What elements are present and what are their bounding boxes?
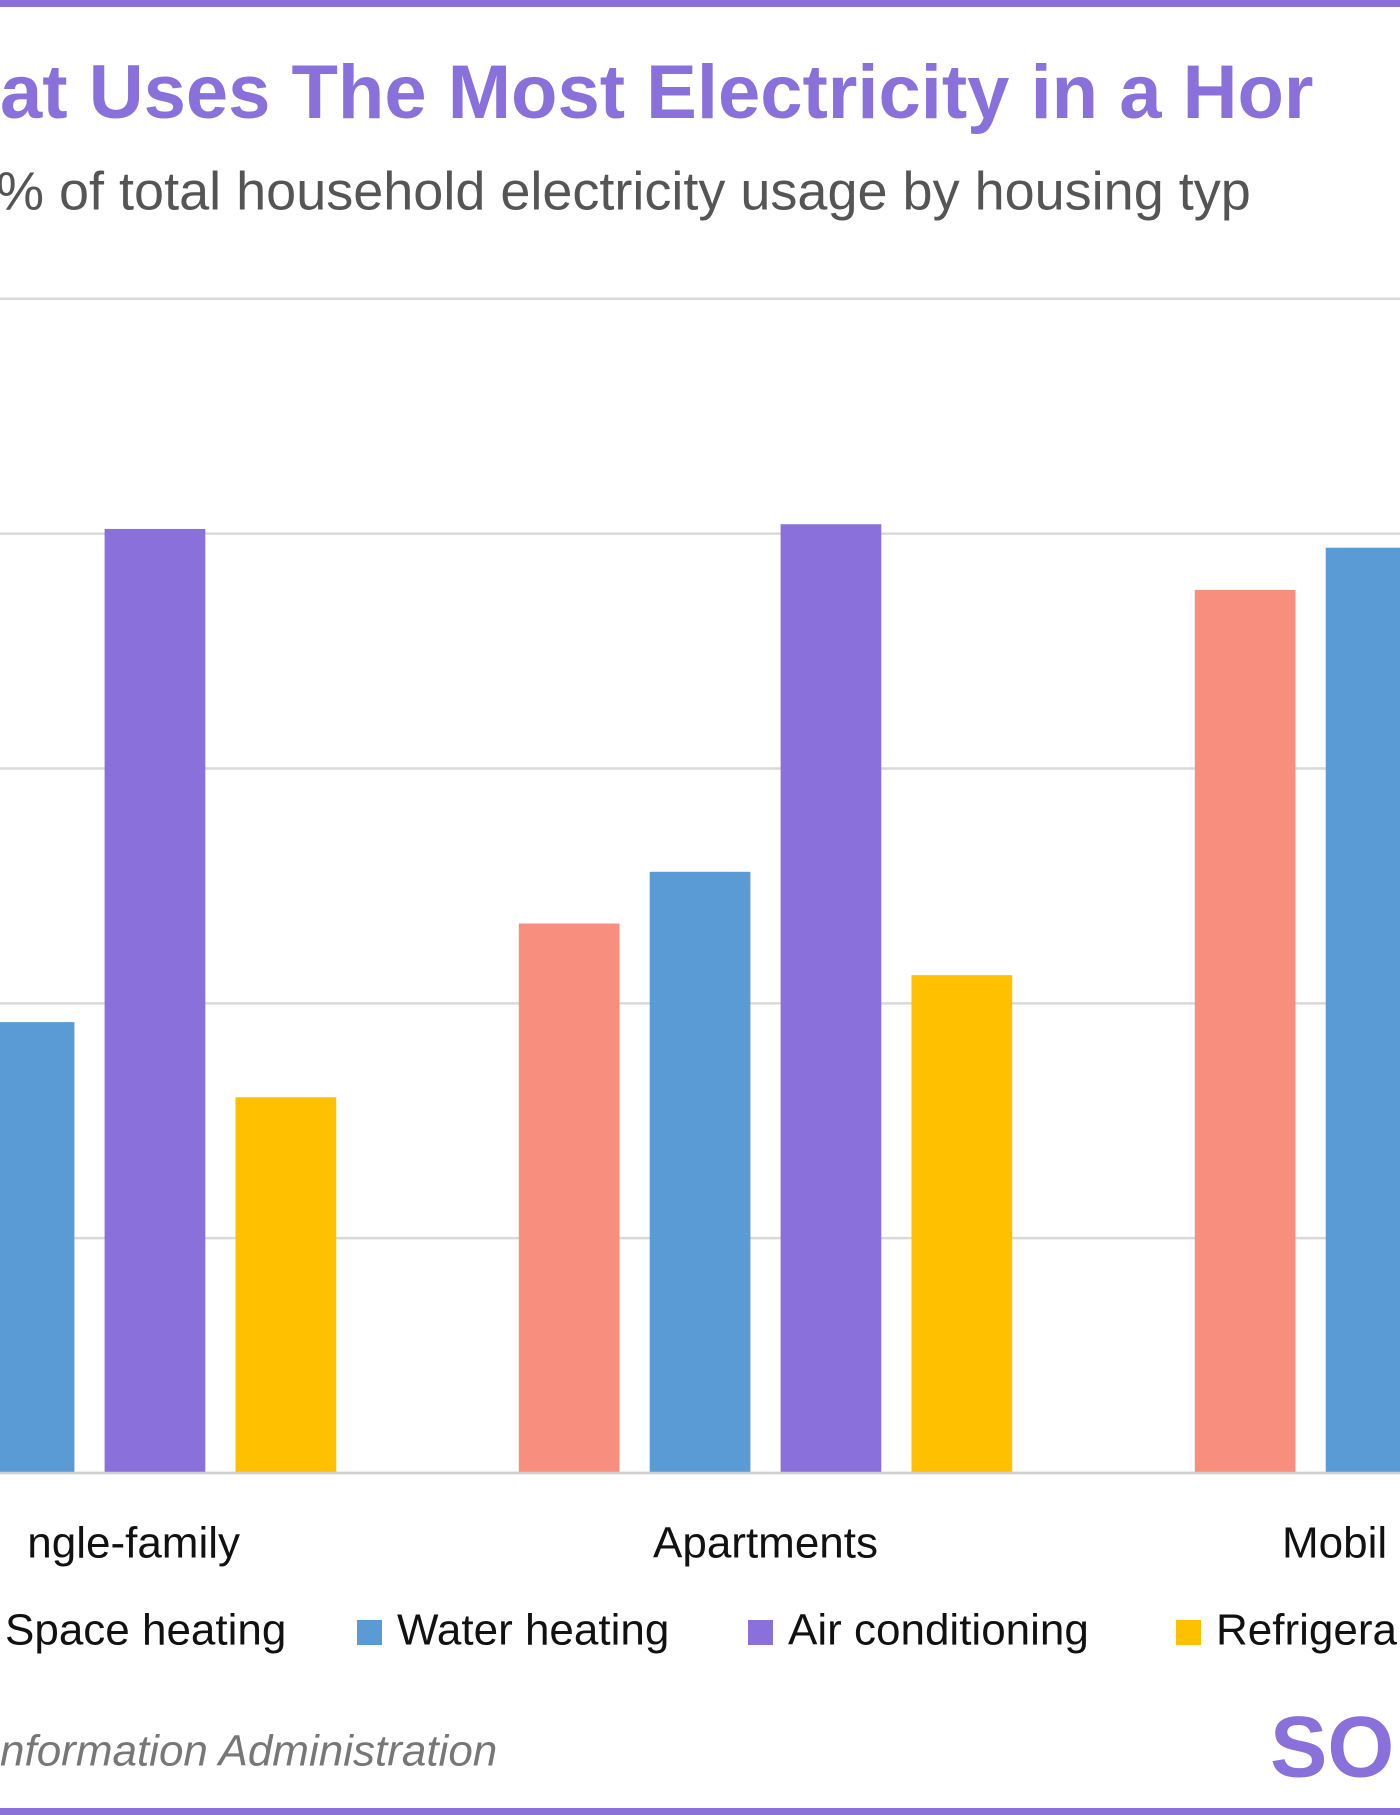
chart-title: at Uses The Most Electricity in a Hor bbox=[0, 50, 1314, 135]
legend-swatch bbox=[748, 1620, 773, 1645]
legend-label: Refrigera bbox=[1216, 1606, 1397, 1655]
source: nformation Administration bbox=[0, 1727, 497, 1776]
top-border bbox=[0, 0, 1400, 7]
logo: SO bbox=[1270, 1700, 1394, 1796]
bar bbox=[649, 871, 751, 1473]
legend-swatch bbox=[1176, 1620, 1201, 1645]
bar bbox=[0, 1022, 75, 1473]
bottom-border bbox=[0, 1808, 1400, 1815]
bar bbox=[518, 923, 620, 1473]
legend-label: Space heating bbox=[5, 1606, 286, 1655]
legend-label: Water heating bbox=[397, 1606, 669, 1655]
bar bbox=[235, 1097, 337, 1473]
bar bbox=[104, 528, 206, 1473]
legend-label: Air conditioning bbox=[788, 1606, 1089, 1655]
bar bbox=[1325, 547, 1400, 1473]
legend-swatch bbox=[357, 1620, 382, 1645]
x-tick-label: Mobil bbox=[1282, 1519, 1387, 1568]
bar bbox=[780, 524, 882, 1473]
bar bbox=[1194, 590, 1296, 1473]
bar bbox=[911, 975, 1013, 1473]
x-tick-label: ngle-family bbox=[27, 1519, 240, 1568]
x-tick-label: Apartments bbox=[653, 1519, 878, 1568]
chart-subtitle: % of total household electricity usage b… bbox=[0, 161, 1251, 221]
